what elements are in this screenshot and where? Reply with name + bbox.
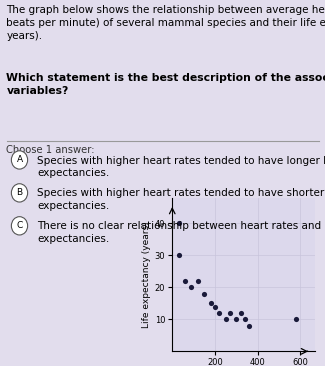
Point [242, 316, 247, 322]
Point [227, 310, 232, 316]
Point [202, 291, 207, 296]
Text: Which statement is the best description of the association between these
variabl: Which statement is the best description … [6, 73, 325, 96]
Point [246, 323, 252, 329]
Point [208, 300, 213, 306]
Text: There is no clear relationship between heart rates and life
expectancies.: There is no clear relationship between h… [37, 221, 325, 244]
Point [182, 278, 188, 284]
Text: B: B [17, 188, 22, 197]
Point [234, 316, 239, 322]
Point [216, 310, 222, 316]
Point [189, 284, 194, 290]
Point [176, 253, 181, 258]
Point [238, 310, 243, 316]
Point [212, 304, 217, 310]
Text: Species with higher heart rates tended to have shorter life
expectancies.: Species with higher heart rates tended t… [37, 188, 325, 211]
Point [195, 278, 201, 284]
Text: Choose 1 answer:: Choose 1 answer: [6, 145, 95, 154]
Point [223, 316, 228, 322]
Point [176, 220, 181, 226]
Text: C: C [16, 221, 23, 230]
Text: The graph below shows the relationship between average heart rate (in
beats per : The graph below shows the relationship b… [6, 5, 325, 41]
Point [293, 316, 299, 322]
Text: A: A [17, 156, 22, 164]
Text: Species with higher heart rates tended to have longer life
expectancies.: Species with higher heart rates tended t… [37, 156, 325, 178]
Y-axis label: Life expectancy (years): Life expectancy (years) [141, 221, 150, 328]
